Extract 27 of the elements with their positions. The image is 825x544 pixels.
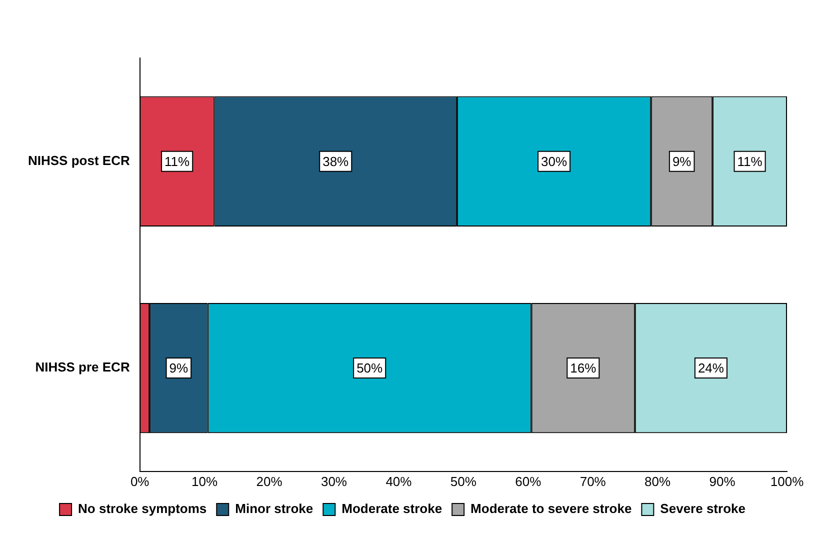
legend-label: Moderate to severe stroke: [470, 501, 632, 516]
data-label: 9%: [169, 360, 189, 376]
legend-label: Minor stroke: [235, 501, 314, 516]
y-tick-label: NIHSS pre ECR: [35, 360, 130, 375]
y-tick-label: NIHSS post ECR: [28, 152, 130, 168]
data-label: 9%: [672, 154, 692, 169]
x-tick-label: 50%: [450, 474, 477, 489]
x-tick-label: 0%: [130, 474, 150, 489]
x-tick-label: 80%: [644, 474, 672, 489]
x-tick-label: 60%: [515, 474, 542, 489]
x-tick-label: 100%: [770, 474, 804, 489]
legend-label: Moderate stroke: [342, 501, 442, 516]
data-label: 16%: [570, 360, 597, 376]
x-tick-label: 20%: [256, 474, 283, 489]
x-tick-label: 10%: [192, 474, 218, 489]
data-label: 11%: [737, 154, 763, 169]
data-label: 24%: [698, 360, 724, 376]
x-tick-label: 90%: [709, 474, 736, 489]
x-tick-label: 40%: [386, 474, 412, 489]
x-tick-label: 30%: [320, 474, 348, 489]
data-label: 11%: [164, 154, 190, 169]
data-label: 30%: [541, 154, 568, 169]
legend-label: No stroke symptoms: [78, 501, 207, 516]
legend-label: Severe stroke: [660, 501, 746, 516]
x-tick-label: 70%: [580, 474, 606, 489]
data-label: 50%: [356, 360, 384, 376]
data-label: 38%: [322, 154, 350, 169]
